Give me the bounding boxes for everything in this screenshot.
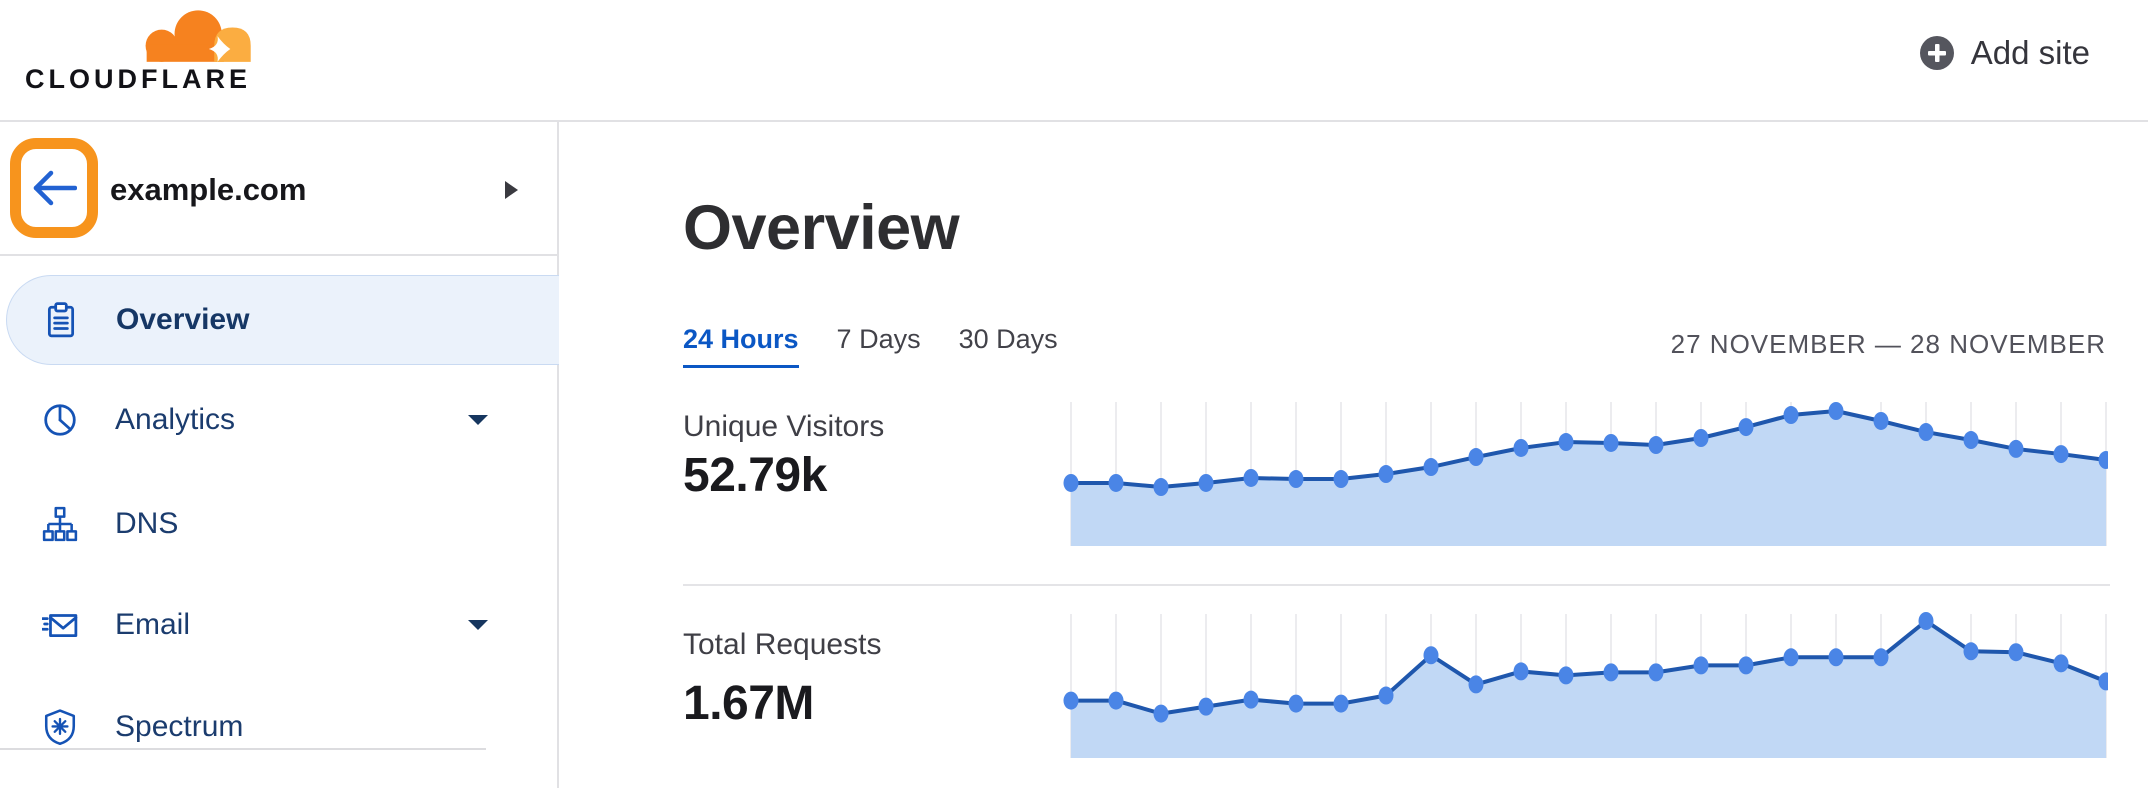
add-site-label: Add site — [1970, 34, 2090, 71]
plus-circle-icon — [1919, 35, 1955, 71]
total-requests-value: 1.67M — [683, 677, 814, 730]
envelope-send-icon — [41, 607, 78, 643]
chart-point[interactable] — [1738, 656, 1754, 675]
cloudflare-cloud-icon — [137, 6, 255, 69]
sidebar-item-spectrum[interactable]: Spectrum — [0, 682, 559, 772]
sidebar-item-overview[interactable]: Overview — [6, 275, 559, 365]
chart-line — [1071, 619, 2107, 716]
chart-point[interactable] — [1738, 418, 1754, 437]
chart-point[interactable] — [1198, 473, 1214, 492]
chart-area — [1071, 621, 2106, 758]
sitemap-icon — [42, 506, 78, 542]
chart-point[interactable] — [2008, 643, 2024, 662]
chart-point[interactable] — [2053, 445, 2069, 464]
chart-point[interactable] — [1063, 691, 1079, 710]
chart-point[interactable] — [1558, 433, 1574, 452]
date-range-label: 27 NOVEMBER — 28 NOVEMBER — [1670, 329, 2106, 359]
chart-point[interactable] — [1873, 411, 1889, 430]
chart-point[interactable] — [1558, 666, 1574, 685]
sidebar-item-label: Overview — [116, 303, 250, 336]
unique-visitors-label: Unique Visitors — [683, 410, 885, 443]
chart-point[interactable] — [1423, 646, 1439, 665]
chart-point[interactable] — [1783, 406, 1799, 425]
sidebar-item-label: Email — [115, 608, 191, 641]
chart-point[interactable] — [1513, 438, 1529, 457]
page-title: Overview — [683, 193, 960, 263]
chart-point[interactable] — [1153, 478, 1169, 497]
sidebar-item-label: Analytics — [115, 403, 236, 436]
chart-point[interactable] — [2008, 439, 2024, 458]
chart-point[interactable] — [1918, 612, 1934, 630]
chart-point[interactable] — [1063, 473, 1079, 492]
chart-point[interactable] — [1783, 648, 1799, 667]
sidebar-item-label: DNS — [115, 507, 179, 540]
tab-24-hours[interactable]: 24 Hours — [683, 324, 799, 368]
chart-point[interactable] — [1333, 694, 1349, 713]
chart-point[interactable] — [1108, 691, 1124, 710]
chart-point[interactable] — [1693, 656, 1709, 675]
clipboard-icon — [43, 302, 79, 338]
total-requests-label: Total Requests — [683, 628, 882, 661]
zone-header: example.com — [0, 122, 559, 256]
sidebar-item-email[interactable]: Email — [0, 580, 559, 670]
pie-chart-icon — [42, 402, 78, 438]
chart-point[interactable] — [1468, 448, 1484, 467]
chart-point[interactable] — [1828, 648, 1844, 667]
chart-point[interactable] — [1288, 470, 1304, 489]
arrow-left-icon — [31, 168, 78, 208]
back-button[interactable] — [10, 138, 98, 238]
chart-point[interactable] — [1333, 470, 1349, 489]
chart-point[interactable] — [1693, 429, 1709, 447]
chart-point[interactable] — [1243, 690, 1259, 709]
app-header: CLOUDFLARE Add site — [0, 0, 2148, 122]
shield-asterisk-icon — [42, 709, 78, 745]
caret-down-icon[interactable] — [468, 619, 488, 631]
chart-point[interactable] — [1378, 686, 1394, 705]
sidebar-section-divider — [0, 748, 486, 750]
chart-point[interactable] — [2053, 654, 2069, 673]
chart-line — [1071, 409, 2107, 490]
chart-point[interactable] — [1918, 423, 1934, 442]
total-requests-chart[interactable] — [1060, 590, 2108, 758]
time-range-tabs: 24 Hours 7 Days 30 Days — [683, 324, 1058, 368]
tab-7-days[interactable]: 7 Days — [836, 324, 921, 354]
cloudflare-wordmark: CLOUDFLARE — [25, 64, 251, 94]
chart-point[interactable] — [1963, 642, 1979, 661]
chart-point[interactable] — [1513, 662, 1529, 681]
chart-point[interactable] — [1648, 436, 1664, 455]
chart-point[interactable] — [1603, 663, 1619, 682]
chart-point[interactable] — [1153, 704, 1169, 723]
chart-point[interactable] — [1108, 473, 1124, 492]
chart-point[interactable] — [1603, 433, 1619, 452]
chart-point[interactable] — [1468, 675, 1484, 694]
sidebar: example.com Overview — [0, 122, 559, 788]
add-site-button[interactable]: Add site — [1919, 34, 2090, 72]
chart-point[interactable] — [1873, 648, 1889, 667]
chart-point[interactable] — [1198, 697, 1214, 716]
unique-visitors-value: 52.79k — [683, 449, 827, 502]
chart-point[interactable] — [1378, 465, 1394, 484]
tab-30-days[interactable]: 30 Days — [958, 324, 1058, 354]
main-content: Overview 24 Hours 7 Days 30 Days 27 NOVE… — [561, 124, 2148, 788]
chart-point[interactable] — [1963, 431, 1979, 450]
sidebar-item-label: Spectrum — [115, 710, 244, 743]
section-divider — [683, 584, 2110, 586]
zone-name: example.com — [110, 172, 307, 207]
sidebar-item-dns[interactable]: DNS — [0, 479, 559, 569]
chart-area — [1071, 411, 2106, 546]
caret-right-icon[interactable] — [504, 180, 519, 200]
cloudflare-logo[interactable]: CLOUDFLARE — [25, 4, 265, 96]
chart-point[interactable] — [1288, 694, 1304, 713]
chart-point[interactable] — [1423, 458, 1439, 477]
chart-point[interactable] — [2098, 451, 2109, 470]
chart-point[interactable] — [2098, 672, 2109, 691]
caret-down-icon[interactable] — [468, 414, 488, 426]
chart-point[interactable] — [1828, 402, 1844, 420]
chart-point[interactable] — [1243, 468, 1259, 487]
sidebar-item-analytics[interactable]: Analytics — [0, 375, 559, 465]
unique-visitors-chart[interactable] — [1060, 386, 2108, 546]
chart-point[interactable] — [1648, 663, 1664, 682]
